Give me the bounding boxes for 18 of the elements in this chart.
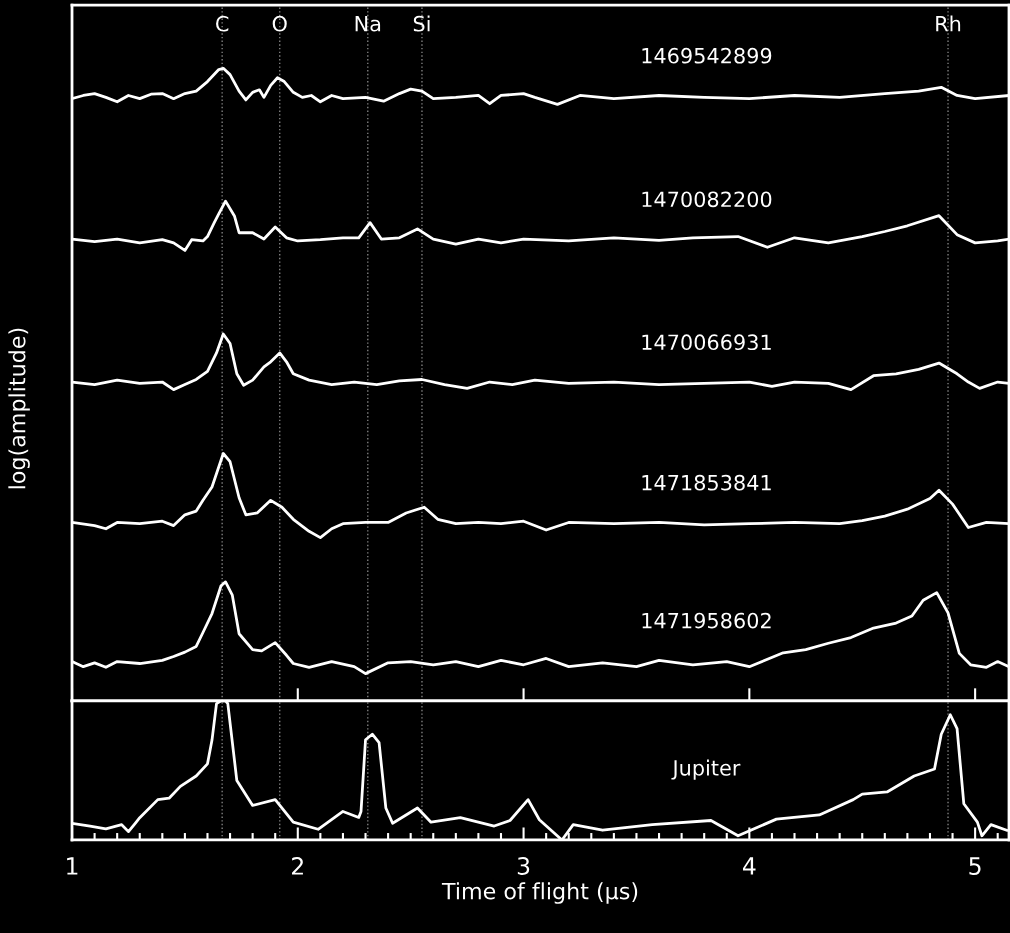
ref-line-label: Rh xyxy=(936,15,961,32)
series-label: 1471853841 xyxy=(642,474,771,491)
series-label: 1470066931 xyxy=(642,334,771,351)
x-tick-label: 2 xyxy=(292,857,303,875)
ref-line-label: Si xyxy=(413,15,430,32)
x-tick-label: 3 xyxy=(517,857,530,875)
series-label: 1471958602 xyxy=(642,612,771,629)
text: Jupiter xyxy=(671,759,741,780)
ref-line-label: O xyxy=(272,15,287,32)
x-tick-label: 1 xyxy=(67,857,78,875)
x-axis-title: Time of flight (μs) xyxy=(441,882,638,904)
series-label: 1469542899 xyxy=(642,47,772,64)
y-axis-title: log(amplitude) xyxy=(8,328,30,489)
series-label: 1470082200 xyxy=(642,191,772,208)
ref-line-label: C xyxy=(216,15,229,32)
x-tick-label: 5 xyxy=(969,857,981,875)
x-tick-label: 4 xyxy=(742,857,756,875)
ref-line-label: Na xyxy=(355,16,381,32)
